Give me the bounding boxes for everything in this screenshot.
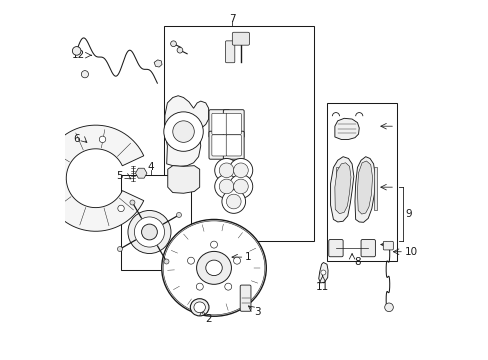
Circle shape — [142, 224, 157, 240]
Circle shape — [163, 112, 203, 151]
Ellipse shape — [196, 251, 231, 284]
Text: 3: 3 — [254, 307, 260, 317]
Text: 8: 8 — [354, 257, 361, 267]
FancyBboxPatch shape — [360, 239, 375, 257]
Polygon shape — [334, 163, 350, 214]
Circle shape — [320, 270, 325, 275]
Bar — [335, 167, 338, 211]
Circle shape — [134, 217, 164, 247]
Bar — [373, 167, 376, 211]
Circle shape — [226, 194, 241, 209]
Text: 4: 4 — [147, 162, 154, 172]
Circle shape — [222, 190, 245, 213]
Circle shape — [128, 211, 171, 253]
Circle shape — [163, 259, 169, 264]
Circle shape — [233, 163, 248, 177]
Ellipse shape — [194, 302, 205, 313]
Polygon shape — [167, 166, 199, 193]
Circle shape — [219, 163, 233, 177]
Ellipse shape — [190, 299, 208, 316]
Text: 12: 12 — [72, 50, 85, 60]
Circle shape — [228, 175, 252, 198]
Ellipse shape — [205, 260, 222, 276]
Text: 10: 10 — [404, 247, 417, 257]
Polygon shape — [154, 60, 162, 67]
Circle shape — [210, 241, 217, 248]
Circle shape — [384, 303, 392, 312]
Circle shape — [233, 257, 240, 264]
FancyBboxPatch shape — [383, 241, 392, 250]
Polygon shape — [164, 96, 208, 166]
Circle shape — [172, 121, 194, 142]
Circle shape — [81, 71, 88, 78]
Polygon shape — [42, 125, 143, 231]
FancyBboxPatch shape — [211, 113, 226, 134]
Text: 9: 9 — [405, 209, 412, 219]
FancyBboxPatch shape — [232, 32, 249, 45]
FancyBboxPatch shape — [223, 110, 244, 138]
Bar — [121, 175, 190, 270]
Polygon shape — [334, 118, 359, 139]
Text: 2: 2 — [204, 314, 211, 324]
Circle shape — [72, 46, 81, 55]
Circle shape — [118, 205, 124, 212]
Ellipse shape — [162, 220, 266, 316]
Circle shape — [177, 47, 183, 53]
FancyBboxPatch shape — [226, 135, 241, 156]
Circle shape — [187, 257, 194, 264]
FancyBboxPatch shape — [240, 285, 250, 311]
Text: 7: 7 — [228, 14, 235, 24]
Bar — [163, 26, 314, 241]
FancyBboxPatch shape — [328, 239, 343, 257]
Circle shape — [228, 158, 252, 182]
Text: 1: 1 — [244, 252, 251, 262]
Polygon shape — [330, 157, 353, 222]
Circle shape — [214, 175, 238, 198]
FancyBboxPatch shape — [208, 131, 229, 159]
Circle shape — [176, 212, 181, 217]
Text: 11: 11 — [315, 282, 328, 292]
Circle shape — [196, 283, 203, 290]
Circle shape — [99, 136, 105, 143]
FancyBboxPatch shape — [223, 131, 244, 159]
Bar — [326, 103, 396, 261]
FancyBboxPatch shape — [208, 110, 229, 138]
Text: 6: 6 — [73, 134, 80, 144]
Circle shape — [224, 283, 231, 290]
FancyBboxPatch shape — [226, 113, 241, 134]
Text: 5: 5 — [117, 171, 123, 181]
Circle shape — [130, 200, 135, 205]
Circle shape — [233, 179, 248, 194]
Circle shape — [55, 189, 61, 195]
Circle shape — [214, 158, 238, 182]
Polygon shape — [357, 161, 372, 214]
Polygon shape — [318, 262, 327, 283]
Circle shape — [219, 179, 233, 194]
Circle shape — [117, 247, 122, 252]
Ellipse shape — [163, 221, 264, 315]
Polygon shape — [354, 157, 375, 222]
FancyBboxPatch shape — [225, 41, 234, 63]
Circle shape — [170, 41, 176, 46]
FancyBboxPatch shape — [211, 135, 226, 156]
